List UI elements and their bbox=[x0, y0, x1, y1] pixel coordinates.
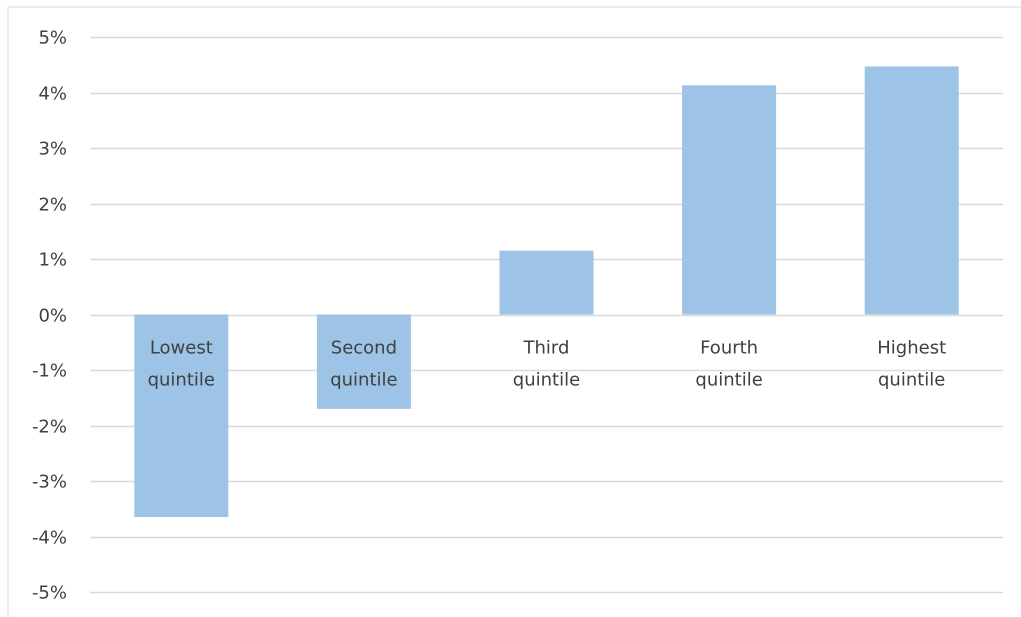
y-tick-label: 5% bbox=[38, 28, 67, 49]
category-label-line: quintile bbox=[513, 370, 580, 391]
category-label: Third quintile bbox=[513, 338, 580, 391]
bar bbox=[864, 66, 959, 315]
category-label-line: Highest bbox=[877, 338, 946, 359]
category-label-line: Third bbox=[523, 338, 570, 359]
y-axis-tick-labels: 5% 4% 3% 2% 1% 0% -1% -2% -3% -4% -5% bbox=[32, 28, 67, 604]
category-labels: Lowest quintile Second quintile Third quintil… bbox=[148, 338, 947, 391]
y-tick-label: -3% bbox=[32, 472, 67, 493]
category-label: Second quintile bbox=[330, 338, 397, 391]
y-tick-label: 4% bbox=[38, 84, 67, 105]
category-label: Lowest quintile bbox=[148, 338, 215, 391]
bar bbox=[134, 314, 229, 518]
bar bbox=[499, 250, 594, 315]
category-label-line: Lowest bbox=[150, 338, 213, 359]
category-label-line: quintile bbox=[878, 370, 945, 391]
category-label-line: Fourth bbox=[700, 338, 758, 359]
category-label: Highest quintile bbox=[877, 338, 946, 391]
bar bbox=[682, 85, 777, 315]
bar bbox=[316, 314, 411, 409]
y-tick-label: 0% bbox=[38, 306, 67, 327]
category-label-line: quintile bbox=[148, 370, 215, 391]
y-tick-label: 3% bbox=[38, 139, 67, 160]
category-label: Fourth quintile bbox=[695, 338, 762, 391]
y-tick-label: 2% bbox=[38, 195, 67, 216]
y-tick-label: -2% bbox=[32, 417, 67, 438]
category-label-line: Second bbox=[331, 338, 397, 359]
bars bbox=[134, 66, 959, 518]
y-tick-label: -4% bbox=[32, 528, 67, 549]
category-label-line: quintile bbox=[695, 370, 762, 391]
category-label-line: quintile bbox=[330, 370, 397, 391]
y-tick-label: -5% bbox=[32, 583, 67, 604]
y-tick-label: 1% bbox=[38, 250, 67, 271]
y-tick-label: -1% bbox=[32, 361, 67, 382]
